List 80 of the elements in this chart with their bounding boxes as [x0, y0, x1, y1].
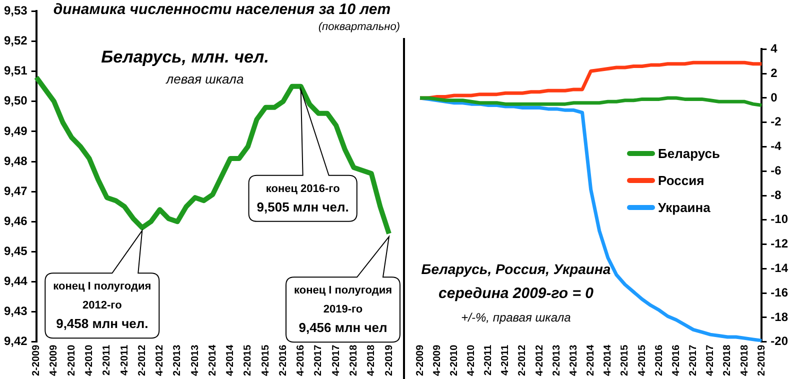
x-tick-label: 2-2011	[102, 344, 113, 376]
x-tick-label: 2-2019	[756, 344, 768, 376]
x-tick-label: 4-2009	[48, 344, 60, 376]
x-tick-label: 2-2013	[551, 344, 562, 376]
x-tick-label: 2-2019	[384, 344, 395, 376]
y2-tick-label: -12	[770, 236, 788, 251]
y-tick-label: 9,44	[4, 274, 28, 288]
x-tick-label: 2-2010	[66, 344, 78, 376]
annotation: конец 2016-го 9,505 млн чел.	[256, 182, 349, 214]
annotation: +/-%, правая шкала	[461, 310, 572, 324]
y-tick-label: 9,43	[4, 304, 28, 318]
x-tick-label: 4-2017	[705, 344, 716, 376]
y2-tick-label: -4	[770, 139, 782, 154]
y-tick-label: 9,47	[4, 184, 28, 198]
x-tick-label: 4-2018	[366, 344, 378, 376]
x-tick-label: 2-2009	[414, 344, 426, 376]
y2-tick-label: 4	[770, 42, 778, 56]
x-tick-label: 4-2011	[119, 344, 130, 376]
text: (поквартально)	[317, 20, 400, 35]
y-tick-label: 9,45	[4, 244, 28, 258]
x-tick-label: 2-2014	[586, 344, 597, 376]
y2-tick-label: 0	[770, 90, 778, 104]
y2-tick-label: -10	[770, 212, 788, 226]
x-tick-label: 4-2016	[296, 344, 307, 376]
x-tick-label: 2-2013	[172, 344, 184, 376]
x-tick-label: 2-2016	[278, 344, 289, 376]
y2-tick-label: 2	[770, 66, 778, 80]
x-tick-label: 4-2014	[602, 344, 614, 376]
x-tick-label: 2-2012	[517, 344, 528, 376]
legend-label: Россия	[658, 173, 704, 188]
annotation: Беларусь, млн. чел.	[101, 48, 269, 67]
x-tick-label: 2-2009	[31, 344, 42, 376]
chart-title: динамика численности населения за 10 лет	[52, 1, 392, 18]
y2-tick-label: -14	[770, 261, 788, 276]
y-tick-label: 9,53	[4, 4, 28, 18]
annotation: конец I полугодия 2012-го 9,458 млн чел.	[53, 280, 152, 332]
annotation: середина 2009-го = 0	[438, 285, 594, 302]
x-tick-label: 4-2012	[534, 344, 546, 376]
legend-label: Беларусь	[658, 146, 720, 161]
y-tick-label: 9,46	[4, 214, 28, 228]
x-tick-label: 2-2014	[207, 344, 218, 376]
y2-tick-label: -20	[770, 334, 788, 348]
y-tick-label: 9,51	[4, 64, 28, 78]
x-tick-label: 4-2015	[260, 344, 272, 376]
x-tick-label: 2-2016	[654, 344, 665, 376]
x-tick-label: 4-2016	[670, 344, 682, 376]
x-tick-label: 2-2017	[688, 344, 700, 376]
y-tick-label: 9,50	[4, 94, 28, 108]
x-tick-label: 2-2018	[348, 344, 360, 376]
x-tick-label: 2-2015	[242, 344, 254, 376]
y2-tick-label: -18	[770, 310, 788, 324]
x-tick-label: 4-2014	[225, 344, 236, 376]
x-tick-label: 4-2015	[636, 344, 648, 376]
y2-tick-label: -8	[770, 188, 782, 202]
y-tick-label: 9,48	[4, 154, 28, 168]
x-tick-label: 2-2015	[620, 344, 631, 376]
x-tick-label: 4-2010	[466, 344, 477, 376]
x-tick-label: 4-2017	[330, 344, 342, 376]
y2-tick-label: -6	[770, 163, 782, 178]
y2-tick-label: -16	[770, 285, 788, 300]
x-tick-label: 2-2018	[722, 344, 734, 376]
x-tick-label: 4-2012	[154, 344, 166, 376]
y2-tick-label: -2	[770, 114, 782, 129]
annotation: Беларусь, Россия, Украина	[421, 260, 611, 277]
x-tick-label: 4-2013	[190, 344, 201, 376]
x-tick-label: 4-2011	[500, 344, 512, 376]
x-tick-label: 2-2011	[483, 344, 494, 376]
y-tick-label: 9,49	[4, 124, 28, 138]
annotation: левая шкала	[165, 72, 244, 87]
x-tick-label: 2-2012	[136, 344, 148, 376]
x-tick-label: 2-2017	[313, 344, 324, 376]
x-tick-label: 4-2013	[568, 344, 580, 376]
annotation: конец I полугодия 2019-го 9,456 млн чел	[294, 284, 392, 336]
x-tick-label: 4-2009	[432, 344, 443, 376]
y-tick-label: 9,52	[4, 34, 28, 48]
legend-label: Украина	[658, 200, 710, 215]
y-tick-label: 9,42	[4, 334, 28, 348]
x-tick-label: 2-2010	[448, 344, 460, 376]
x-tick-label: 4-2018	[739, 344, 750, 376]
x-tick-label: 4-2010	[84, 344, 95, 376]
